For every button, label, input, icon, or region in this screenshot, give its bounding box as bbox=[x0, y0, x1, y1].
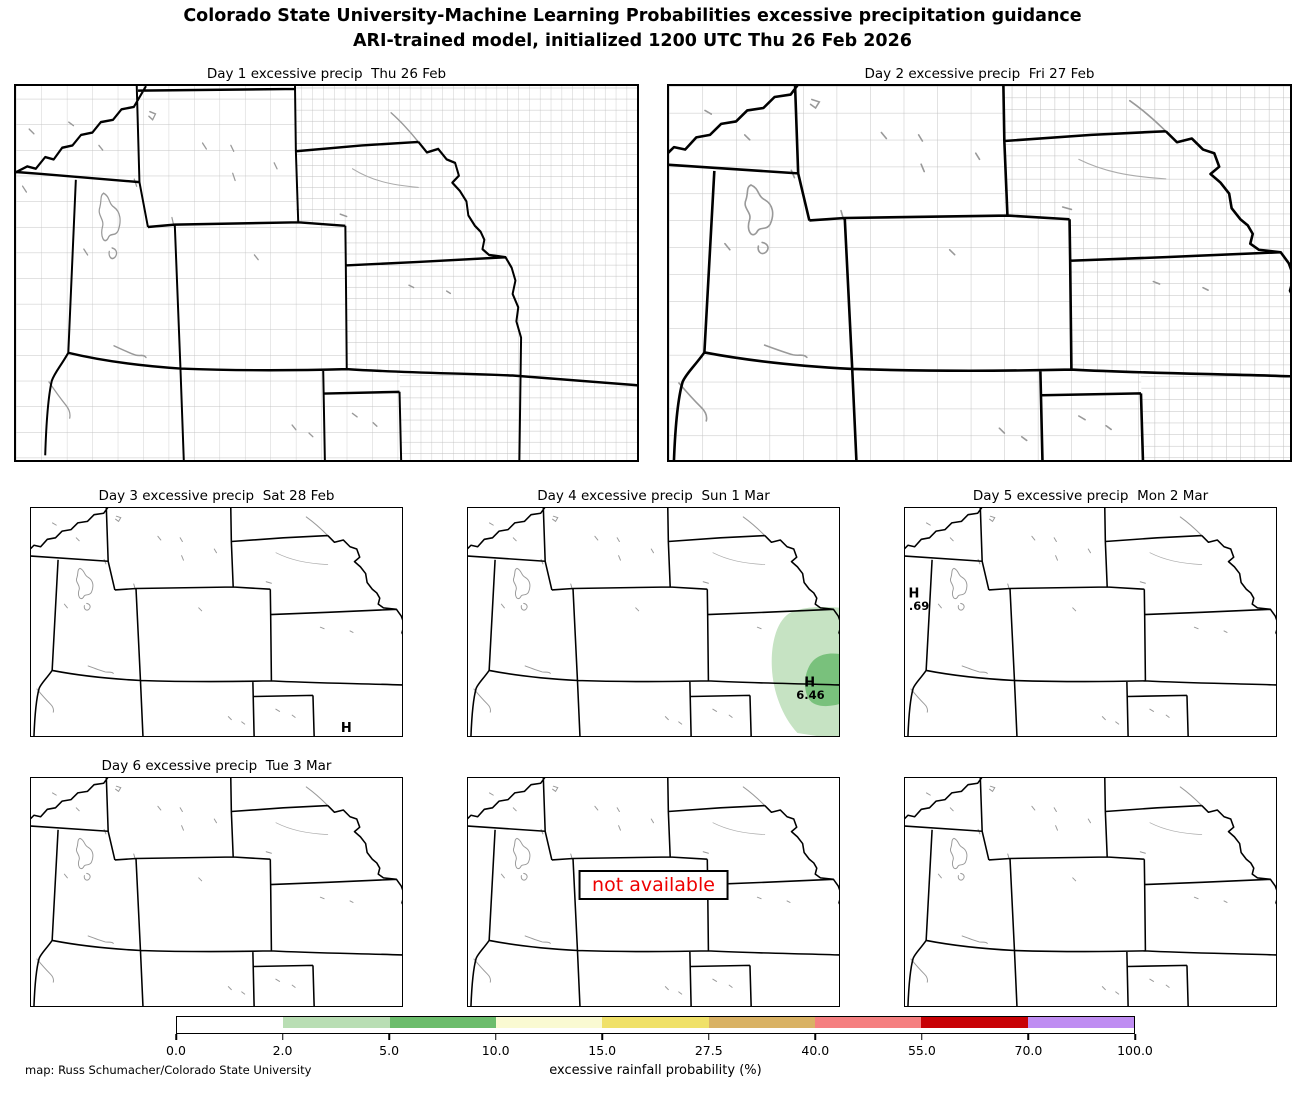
panel-title-day1: Day 1 excessive precip Thu 26 Feb bbox=[206, 66, 447, 82]
max-marker: H bbox=[804, 675, 815, 690]
basemap-day2 bbox=[669, 86, 1290, 460]
panel-title-day6: Day 6 excessive precip Tue 3 Mar bbox=[101, 758, 332, 774]
figure-title-line1: Colorado State University-Machine Learni… bbox=[183, 6, 1082, 26]
basemap-day3: H bbox=[31, 508, 402, 736]
map-panel-day5: Day 5 excessive precip Mon 2 Mar H .69 bbox=[904, 488, 1277, 737]
basemap-day8 bbox=[905, 778, 1276, 1006]
panel-title-day3: Day 3 excessive precip Sat 28 Feb bbox=[98, 488, 335, 504]
map-panel-day7: not available bbox=[467, 777, 840, 1007]
panel-title-day2: Day 2 excessive precip Fri 27 Feb bbox=[864, 66, 1095, 82]
figure-title-line2: ARI-trained model, initialized 1200 UTC … bbox=[353, 31, 912, 51]
not-available-label: not available bbox=[578, 870, 729, 900]
map-panel-day1: Day 1 excessive precip Thu 26 Feb bbox=[14, 66, 639, 462]
panel-title-day5: Day 5 excessive precip Mon 2 Mar bbox=[972, 488, 1209, 504]
colorbar-block: 0.0 2.0 5.0 10.0 15.0 27.5 40.0 55.0 70.0 100.0 e… bbox=[166, 1016, 1153, 1078]
credit-text: map: Russ Schumacher/Colorado State Univ… bbox=[25, 1063, 312, 1077]
max-marker: H bbox=[341, 721, 352, 736]
colorbar-title: excessive rainfall probability (%) bbox=[549, 1063, 762, 1078]
map-panel-day6: Day 6 excessive precip Tue 3 Mar bbox=[30, 758, 403, 1007]
max-marker: H bbox=[908, 586, 919, 601]
map-panel-day3: Day 3 excessive precip Sat 28 Feb H bbox=[30, 488, 403, 737]
basemap-day6 bbox=[31, 778, 402, 1006]
colorbar bbox=[176, 1016, 1135, 1034]
basemap-day5: H.69 bbox=[905, 508, 1276, 736]
panel-title-day4: Day 4 excessive precip Sun 1 Mar bbox=[537, 488, 770, 504]
basemap-day4: H6.46 bbox=[468, 508, 839, 736]
map-panel-day8 bbox=[904, 777, 1277, 1007]
basemap-day1 bbox=[16, 86, 637, 460]
map-panel-day2: Day 2 excessive precip Fri 27 Feb bbox=[667, 66, 1292, 462]
max-marker: 6.46 bbox=[796, 688, 824, 702]
max-marker: .69 bbox=[909, 599, 929, 613]
map-panel-day4: Day 4 excessive precip Sun 1 Mar H 6.46 bbox=[467, 488, 840, 737]
